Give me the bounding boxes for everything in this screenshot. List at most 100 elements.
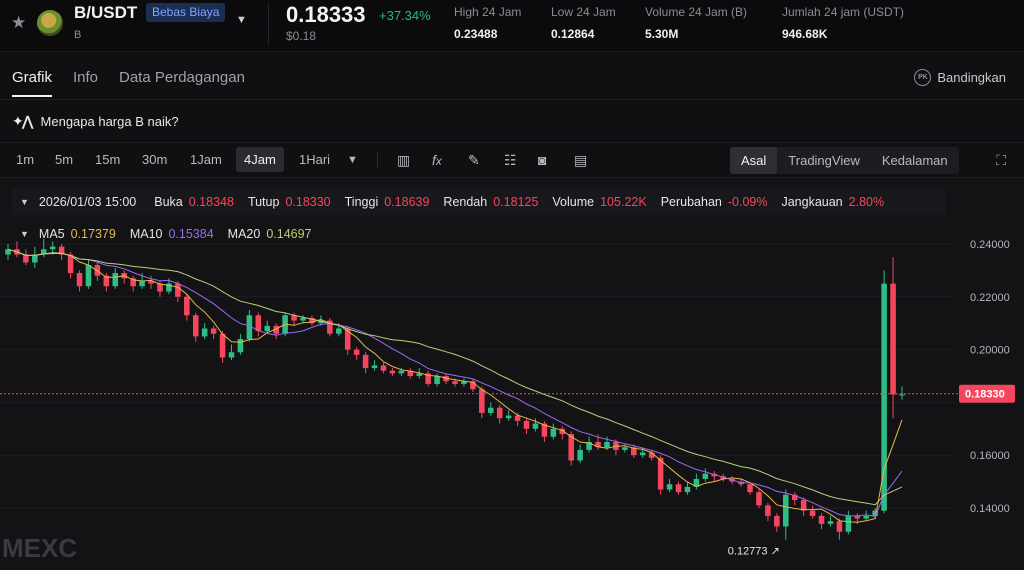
- candle-body: [362, 354, 369, 369]
- candle-body: [818, 515, 825, 524]
- indicator-fx-icon[interactable]: fx: [432, 152, 442, 168]
- candle-body: [318, 320, 324, 324]
- y-tick-label: 0.16000: [970, 450, 1010, 462]
- calendar-icon[interactable]: ▤: [574, 152, 588, 168]
- view-tradingview[interactable]: TradingView: [788, 153, 860, 168]
- timeframe-4h[interactable]: 4Jam: [236, 147, 284, 172]
- candle-body: [470, 381, 476, 390]
- chart-toolbar: 1m 5m 15m 30m 1Jam 4Jam 1Hari ▼ ▥ fx ✎ ☷…: [0, 142, 1024, 178]
- close-label: Tutup: [247, 195, 280, 209]
- why-price-rises-link[interactable]: ✦⋀ Mengapa harga B naik?: [12, 113, 179, 130]
- candle-body: [246, 315, 253, 340]
- stat-value: 0.12864: [551, 27, 595, 41]
- candle-body: [720, 476, 726, 479]
- ma10-value: 0.15384: [168, 227, 214, 241]
- candle-body: [443, 376, 449, 382]
- collapse-icon[interactable]: ▼: [20, 229, 29, 239]
- range-value: 2.80%: [848, 195, 885, 209]
- candle-body: [255, 315, 262, 332]
- grid-lines: [0, 243, 955, 509]
- candle-body: [800, 500, 807, 511]
- candle-body: [67, 254, 74, 274]
- candle-body: [854, 515, 861, 519]
- candle-body: [32, 254, 38, 263]
- stat-value: 946.68K: [782, 27, 828, 41]
- candle-body: [675, 484, 682, 493]
- volume-label: Volume: [552, 195, 595, 209]
- timeframe-5m[interactable]: 5m: [55, 152, 74, 167]
- price-chart[interactable]: MEXC 0.24000 0.22000 0.20000 0.16000 0.14000…: [0, 179, 1024, 570]
- chevron-down-icon[interactable]: ▼: [236, 14, 247, 26]
- low-price-marker: 0.12773 ↗: [728, 545, 780, 557]
- ma10-line: [7, 248, 903, 517]
- timeframe-15m[interactable]: 15m: [95, 152, 121, 167]
- compare-button[interactable]: PK Bandingkan: [914, 69, 1006, 86]
- camera-icon[interactable]: ◙: [538, 152, 547, 168]
- ma20-label: MA20: [227, 227, 261, 241]
- collapse-icon[interactable]: ▼: [20, 197, 29, 207]
- divider: [377, 152, 378, 169]
- candle-body: [434, 376, 440, 384]
- draw-pencil-icon[interactable]: ✎: [468, 152, 480, 168]
- candle-body: [863, 515, 870, 519]
- candle-body: [461, 381, 467, 384]
- low-value: 0.18125: [493, 195, 539, 209]
- ma5-value: 0.17379: [70, 227, 116, 241]
- stat-label: Volume 24 Jam (B): [645, 5, 748, 19]
- candle-body: [684, 486, 691, 493]
- candle-body: [765, 505, 771, 516]
- change-label: Perubahan: [660, 195, 722, 209]
- stat-value: 5.30M: [645, 27, 679, 41]
- compare-label: Bandingkan: [937, 70, 1006, 85]
- ma10-label: MA10: [129, 227, 163, 241]
- candle-body: [783, 494, 789, 527]
- tab-chart[interactable]: Grafik: [12, 69, 53, 97]
- candle-body: [639, 452, 646, 456]
- candle-body: [398, 370, 405, 374]
- view-depth[interactable]: Kedalaman: [881, 153, 948, 168]
- range-label: Jangkauan: [781, 195, 843, 209]
- y-tick-label: 0.22000: [970, 292, 1010, 304]
- candle-body: [344, 328, 351, 350]
- candle-body: [479, 389, 485, 413]
- candle-body: [523, 420, 530, 429]
- candle-body: [273, 325, 279, 334]
- stat-low: Low 24 Jam 0.12864: [551, 5, 616, 41]
- candle-body: [496, 407, 503, 419]
- compare-icon: PK: [914, 69, 932, 86]
- fullscreen-icon[interactable]: ⛶: [996, 152, 1006, 168]
- candle-body: [210, 328, 217, 334]
- timeframe-1m[interactable]: 1m: [16, 152, 35, 167]
- candle-body: [541, 423, 548, 437]
- stat-volume: Volume 24 Jam (B) 5.30M: [645, 5, 747, 41]
- candle-body: [219, 333, 226, 358]
- candle-body: [112, 273, 119, 287]
- layout-icon[interactable]: ☷: [504, 152, 517, 168]
- candlestick-chart[interactable]: MEXC 0.24000 0.22000 0.20000 0.16000 0.14000…: [0, 179, 1024, 570]
- tab-info[interactable]: Info: [73, 69, 99, 86]
- stat-label: Jumlah 24 jam (USDT): [782, 5, 905, 19]
- close-value: 0.18330: [285, 195, 331, 209]
- candle-body: [371, 365, 378, 369]
- current-price-tag: [959, 384, 1015, 403]
- timeframe-dropdown-icon[interactable]: ▼: [347, 154, 358, 166]
- favorite-star-icon[interactable]: ★: [11, 13, 27, 32]
- candle-body: [300, 317, 306, 321]
- timeframe-1d[interactable]: 1Hari: [299, 152, 331, 167]
- candle-type-icon[interactable]: ▥: [397, 152, 411, 168]
- candle-body: [452, 381, 458, 384]
- timeframe-1h[interactable]: 1Jam: [190, 152, 222, 167]
- candle-body: [666, 484, 673, 490]
- pair-name[interactable]: B/USDT: [74, 3, 138, 22]
- candle-body: [702, 473, 709, 479]
- candle-body: [693, 478, 700, 487]
- candle-body: [103, 275, 110, 287]
- candle-body: [40, 249, 47, 255]
- ohlc-legend: ▼ 2026/01/03 15:00 Buka 0.18348 Tutup 0.…: [12, 189, 946, 215]
- view-original[interactable]: Asal: [730, 147, 778, 174]
- timeframe-30m[interactable]: 30m: [142, 152, 168, 167]
- open-value: 0.18348: [188, 195, 234, 209]
- candle-body: [881, 283, 887, 511]
- tab-trade-data[interactable]: Data Perdagangan: [119, 69, 245, 86]
- stat-high: High 24 Jam 0.23488: [454, 5, 521, 41]
